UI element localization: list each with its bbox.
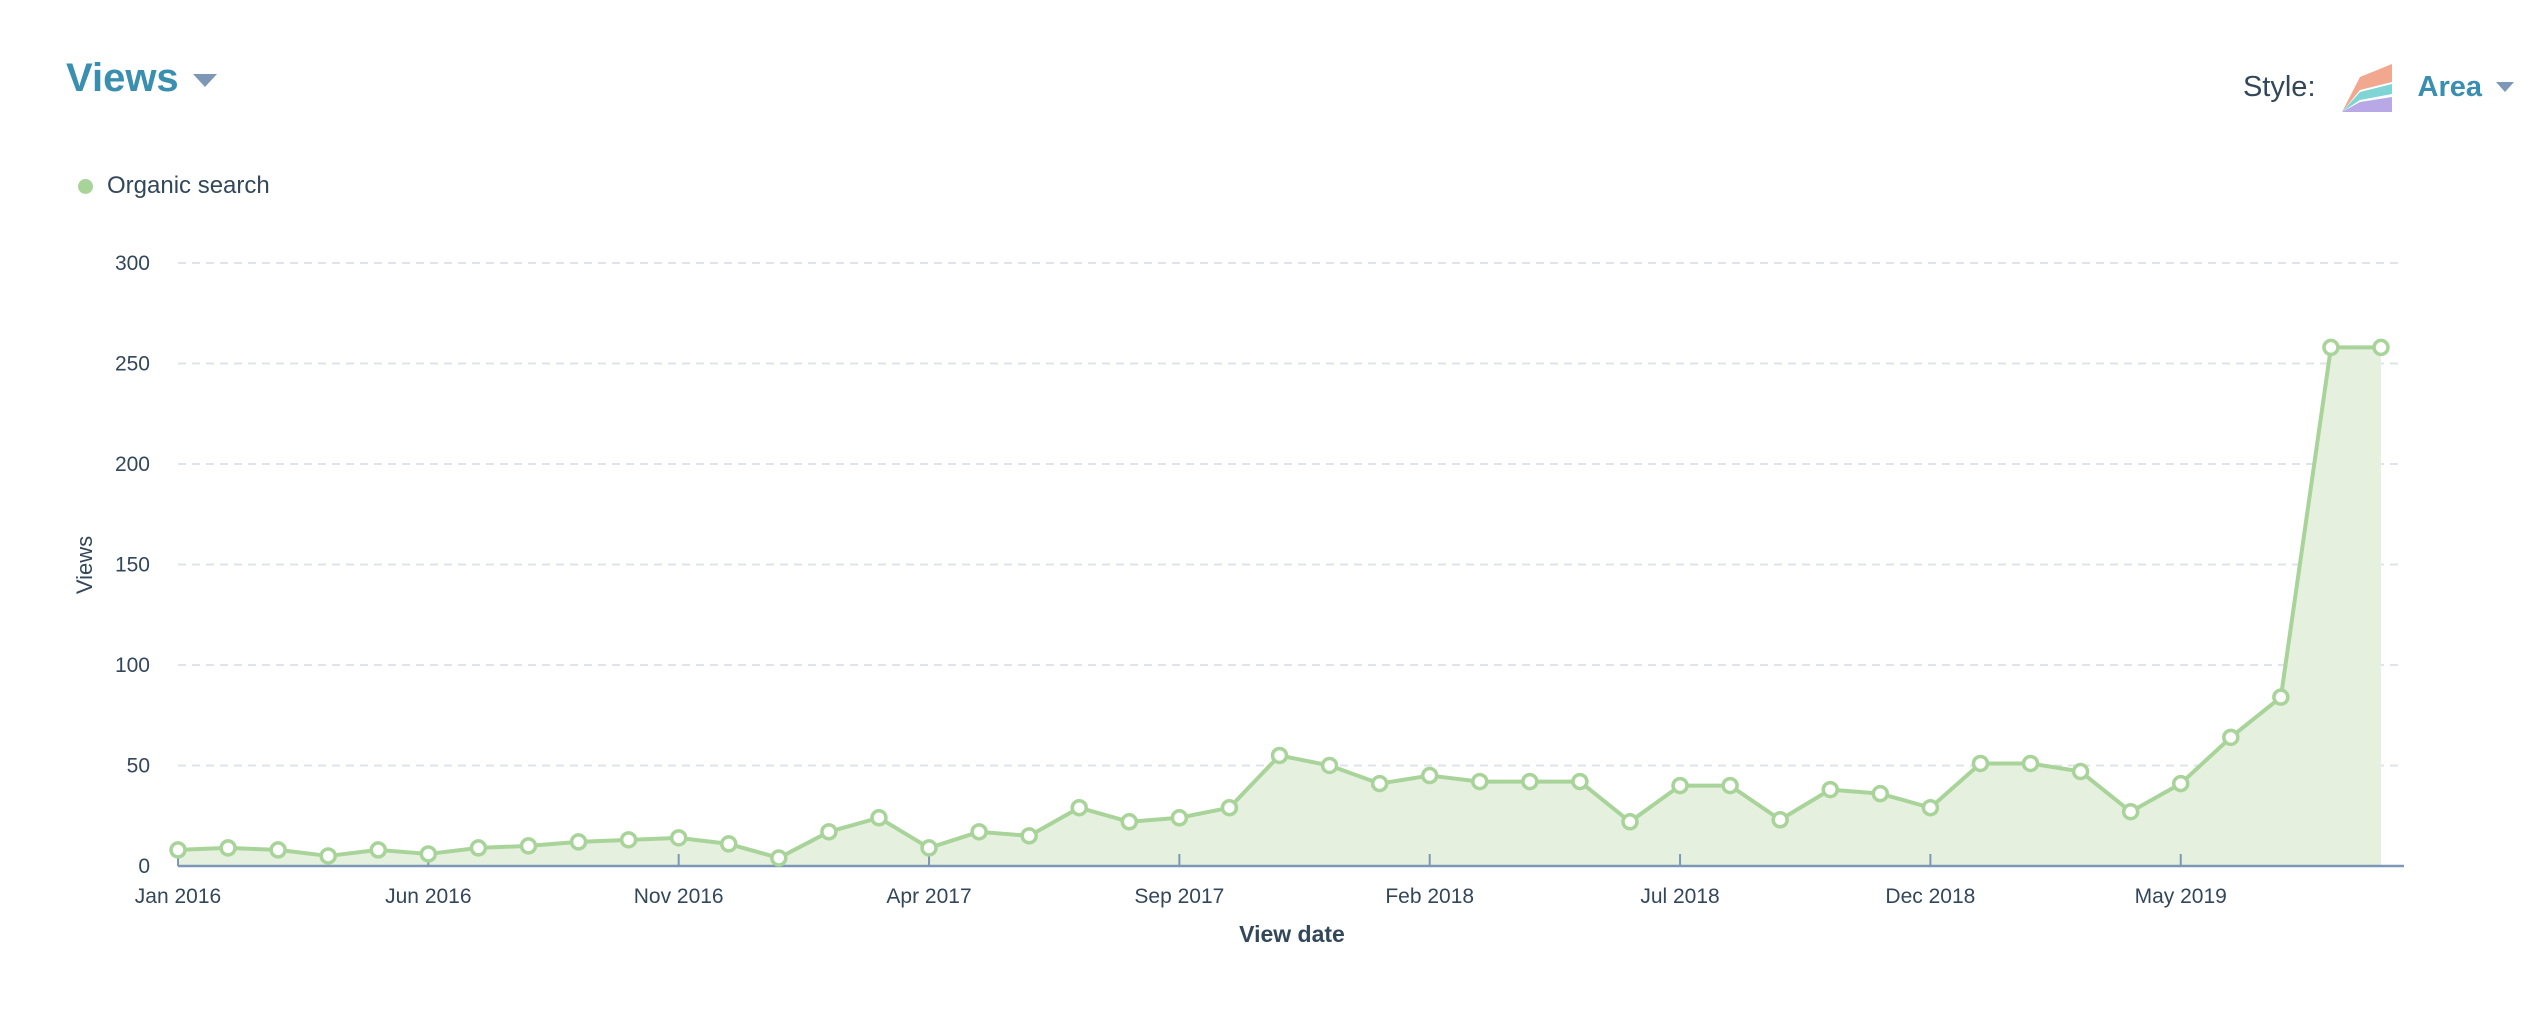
data-point[interactable] — [1170, 809, 1189, 827]
data-point[interactable] — [269, 841, 287, 859]
data-point[interactable] — [1521, 772, 1539, 791]
data-point[interactable] — [1020, 827, 1038, 845]
data-point[interactable] — [2222, 728, 2240, 747]
chevron-down-icon — [192, 74, 217, 87]
x-tick-label: Feb 2018 — [1385, 885, 1474, 908]
x-tick-label: Sep 2017 — [1134, 885, 1224, 908]
style-selector: Style: Area — [2243, 62, 2514, 112]
data-point[interactable] — [569, 833, 588, 851]
data-point[interactable] — [1921, 798, 1940, 817]
data-point[interactable] — [1671, 776, 1689, 795]
data-point[interactable] — [1871, 784, 1890, 803]
data-point[interactable] — [519, 837, 538, 855]
data-point[interactable] — [2021, 754, 2040, 773]
style-value: Area — [2417, 70, 2483, 103]
series-area-organic-search — [178, 347, 2381, 866]
y-axis-label: Views — [72, 536, 97, 594]
data-point[interactable] — [219, 839, 237, 857]
data-point[interactable] — [669, 829, 688, 847]
data-point[interactable] — [1120, 813, 1139, 831]
views-metric-dropdown[interactable]: Views — [66, 56, 217, 101]
data-point[interactable] — [720, 835, 738, 853]
data-point[interactable] — [1971, 754, 1990, 773]
y-tick-label: 150 — [115, 554, 150, 577]
legend-label: Organic search — [107, 172, 270, 199]
data-point[interactable] — [319, 847, 337, 865]
y-tick-label: 100 — [115, 654, 150, 677]
y-tick-label: 300 — [115, 252, 150, 275]
data-point[interactable] — [1821, 780, 1839, 799]
data-point[interactable] — [469, 839, 488, 857]
legend-item-organic-search[interactable]: Organic search — [78, 172, 270, 200]
x-tick-label: Dec 2018 — [1885, 885, 1975, 908]
data-point[interactable] — [2171, 774, 2190, 793]
data-point[interactable] — [1320, 756, 1339, 775]
chevron-down-icon — [2496, 82, 2514, 92]
data-point[interactable] — [1220, 798, 1239, 817]
chart-title: Views — [66, 56, 179, 100]
data-point[interactable] — [2372, 338, 2390, 357]
data-point[interactable] — [2272, 688, 2290, 706]
x-tick-label: Jun 2016 — [385, 885, 471, 908]
data-point[interactable] — [369, 841, 388, 859]
data-point[interactable] — [1370, 774, 1389, 793]
data-point[interactable] — [1420, 766, 1439, 785]
x-tick-label: May 2019 — [2135, 885, 2227, 908]
x-axis-label: View date — [1239, 921, 1345, 947]
x-tick-label: Jul 2018 — [1640, 885, 1719, 908]
data-point[interactable] — [1270, 746, 1289, 765]
data-point[interactable] — [2071, 762, 2090, 781]
data-point[interactable] — [1771, 811, 1789, 829]
style-dropdown[interactable]: Area — [2417, 70, 2514, 104]
data-point[interactable] — [970, 823, 988, 841]
y-tick-label: 250 — [115, 353, 150, 376]
data-point[interactable] — [1571, 772, 1589, 791]
data-point[interactable] — [1471, 772, 1489, 791]
x-tick-label: Apr 2017 — [886, 885, 971, 908]
stacked-area-chart-icon — [2341, 64, 2392, 112]
data-point[interactable] — [619, 831, 638, 849]
data-point[interactable] — [820, 823, 838, 841]
data-point[interactable] — [419, 845, 438, 863]
data-point[interactable] — [870, 809, 888, 827]
x-tick-label: Nov 2016 — [634, 885, 724, 908]
y-tick-label: 200 — [115, 453, 150, 476]
data-point[interactable] — [169, 841, 187, 859]
data-point[interactable] — [1721, 776, 1739, 795]
y-tick-label: 50 — [127, 755, 150, 778]
data-point[interactable] — [2121, 802, 2140, 821]
style-label: Style: — [2242, 70, 2316, 103]
data-point[interactable] — [2322, 338, 2340, 357]
data-point[interactable] — [1070, 798, 1088, 817]
legend-marker — [78, 178, 93, 194]
y-tick-label: 0 — [138, 855, 150, 878]
x-tick-label: Jan 2016 — [135, 885, 221, 908]
data-point[interactable] — [770, 849, 788, 867]
data-point[interactable] — [920, 839, 938, 857]
data-point[interactable] — [1621, 813, 1639, 831]
